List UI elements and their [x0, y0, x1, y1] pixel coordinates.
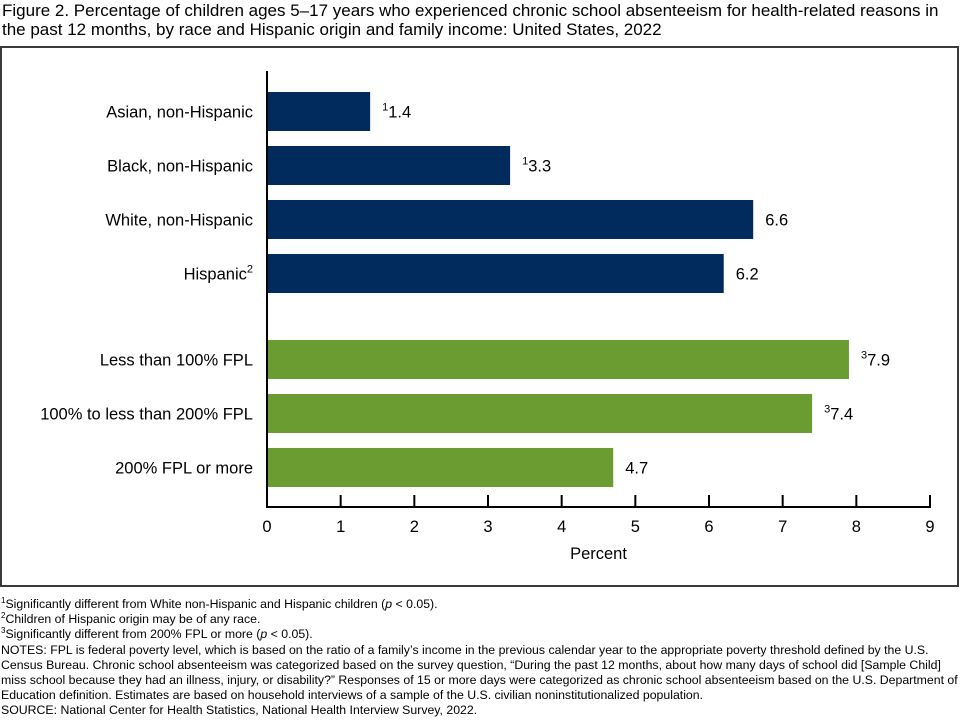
x-tick-label: 5 — [631, 518, 640, 536]
bar — [267, 92, 371, 131]
footnote-3-mark: 3 — [1, 626, 6, 636]
footnote-1-mark: 1 — [1, 595, 6, 605]
data-label: 37.9 — [861, 350, 890, 370]
x-tick-label: 1 — [336, 518, 345, 536]
footnote-1-p: p — [385, 597, 393, 611]
data-label: 13.3 — [522, 156, 551, 176]
x-tick-label: 0 — [262, 518, 271, 536]
category-label: Hispanic2 — [184, 264, 253, 284]
footnote-2: 2Children of Hispanic origin may be of a… — [1, 612, 959, 627]
bar — [267, 448, 614, 487]
x-tick-label: 2 — [410, 518, 419, 536]
bar — [267, 340, 849, 379]
footnote-3-text: Significantly different from 200% FPL or… — [5, 627, 261, 642]
footnotes: 1Significantly different from White non-… — [1, 595, 959, 719]
category-label: White, non-Hispanic — [105, 212, 253, 230]
category-label: Less than 100% FPL — [100, 352, 253, 370]
source-text: SOURCE: National Center for Health Stati… — [1, 703, 478, 718]
x-tick-label: 3 — [483, 518, 492, 536]
x-axis-title: Percent — [570, 545, 627, 563]
data-label: 11.4 — [382, 102, 411, 122]
data-label: 6.2 — [736, 266, 759, 284]
category-label: 200% FPL or more — [115, 460, 253, 478]
data-label: 37.4 — [824, 404, 853, 424]
data-label: 4.7 — [625, 460, 648, 478]
footnote-1-text-end: < 0.05). — [392, 597, 438, 611]
category-label: Black, non-Hispanic — [107, 158, 253, 176]
figure-title: Figure 2. Percentage of children ages 5–… — [2, 1, 939, 39]
footnote-1-text: Significantly different from White non-H… — [5, 597, 386, 611]
x-tick-label: 6 — [704, 518, 713, 536]
notes-text: NOTES: FPL is federal poverty level, whi… — [1, 642, 958, 703]
footnote-3: 3Significantly different from 200% FPL o… — [1, 627, 959, 642]
chart-frame — [0, 46, 959, 587]
bar — [267, 254, 724, 293]
x-tick-label: 9 — [925, 518, 934, 536]
category-label: Asian, non-Hispanic — [106, 104, 253, 122]
footnote-3-text-end: < 0.05). — [267, 627, 313, 642]
bar — [267, 200, 754, 239]
x-tick-label: 4 — [557, 518, 566, 536]
footnote-3-p: p — [260, 627, 268, 642]
x-tick-label: 8 — [852, 518, 861, 536]
x-tick-label: 7 — [778, 518, 787, 536]
bar — [267, 146, 511, 185]
data-label: 6.6 — [765, 212, 788, 230]
category-label: 100% to less than 200% FPL — [40, 406, 253, 424]
bar — [267, 394, 813, 433]
footnote-2-mark: 2 — [1, 611, 6, 621]
footnote-2-text: Children of Hispanic origin may be of an… — [5, 612, 261, 627]
footnote-1: 1Significantly different from White non-… — [1, 595, 959, 612]
